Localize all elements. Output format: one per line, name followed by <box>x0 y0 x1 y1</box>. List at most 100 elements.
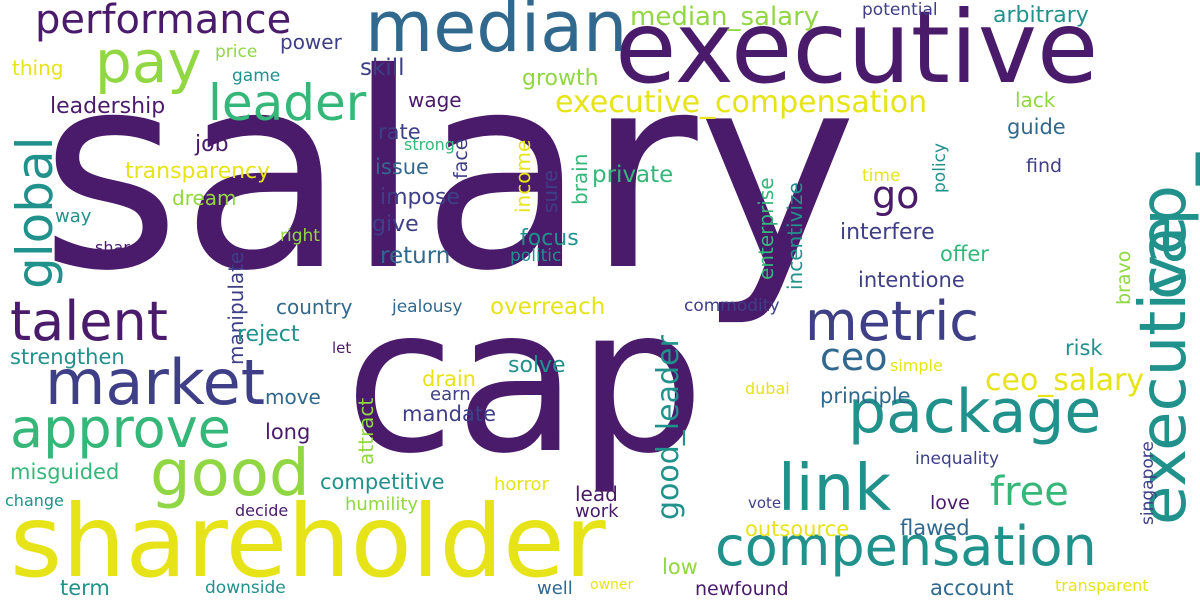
word-risk: risk <box>1065 336 1103 360</box>
word-manipulate: manipulate <box>224 251 248 365</box>
word-lead: lead <box>575 482 618 506</box>
word-executive-compensation: executive_compensation <box>555 85 928 120</box>
word-drain: drain <box>422 367 476 391</box>
word-ceo: ceo <box>820 335 888 379</box>
word-overreach: overreach <box>490 294 606 320</box>
word-job: job <box>195 132 229 157</box>
word-wage: wage <box>408 88 462 112</box>
word-newfound: newfound <box>695 578 789 600</box>
word-impose: impose <box>380 185 460 210</box>
word-metric: metric <box>805 290 979 353</box>
word-solve: solve <box>508 353 566 378</box>
word-long: long <box>265 420 311 444</box>
word-sure: sure <box>538 169 562 213</box>
word-rate: rate <box>378 120 421 144</box>
word-income: income <box>511 139 535 213</box>
word-misguided: misguided <box>10 460 120 484</box>
word-skill: skill <box>360 55 405 81</box>
word-executive: executive <box>615 0 1099 106</box>
word-return: return <box>380 243 451 269</box>
word-median-salary: median_salary <box>630 2 820 32</box>
word-humility: humility <box>345 494 419 515</box>
word-well: well <box>537 578 573 599</box>
word-attract: attract <box>354 397 378 465</box>
word-way: way <box>55 206 92 227</box>
word-global: global <box>6 136 64 290</box>
word-strengthen: strengthen <box>10 345 125 369</box>
word-incentivize: incentivize <box>783 182 807 290</box>
word-brain: brain <box>568 153 592 205</box>
word-price: price <box>215 42 258 62</box>
word-let: let <box>332 339 352 357</box>
word-growth: growth <box>522 66 599 91</box>
word-approve: approve <box>10 397 231 460</box>
word-dream: dream <box>172 186 237 210</box>
word-mandate: mandate <box>402 402 496 426</box>
word-owner: owner <box>590 577 634 593</box>
word-earn: earn <box>430 384 471 405</box>
word-performance: performance <box>35 0 292 43</box>
word-interfere: interfere <box>840 220 935 245</box>
word-account: account <box>930 576 1014 600</box>
word-intentione: intentione <box>858 268 965 292</box>
word-share: share <box>95 238 140 257</box>
word-go: go <box>872 173 920 217</box>
word-median: median <box>365 0 628 68</box>
word-link: link <box>778 452 892 526</box>
word-dubai: dubai <box>745 379 790 398</box>
word-focus: focus <box>520 226 579 251</box>
word-low: low <box>662 555 698 579</box>
word-potential: potential <box>862 0 938 20</box>
word-enterprise: enterprise <box>754 177 778 280</box>
word-transparent: transparent <box>1055 576 1149 595</box>
word-guide: guide <box>1007 115 1066 139</box>
word-talent: talent <box>10 290 168 353</box>
word-cap: cap <box>345 265 705 498</box>
word-strong: strong <box>404 135 455 154</box>
word-good: good <box>150 437 310 511</box>
word-horror: horror <box>494 474 549 495</box>
word-change: change <box>5 491 64 510</box>
word-compensation: compensation <box>715 515 1097 578</box>
word-move: move <box>265 385 321 409</box>
word-outsource: outsource <box>745 517 850 541</box>
word-vote: vote <box>748 494 782 512</box>
word-transparency: transparency <box>125 159 271 184</box>
word-work: work <box>575 501 619 522</box>
word-good-leader: good_leader <box>651 335 686 520</box>
word-love: love <box>930 492 970 514</box>
word-give: give <box>372 212 419 237</box>
word-decide: decide <box>235 501 289 520</box>
word-offer: offer <box>940 242 989 266</box>
word-free: free <box>990 469 1069 515</box>
word-simple: simple <box>890 356 943 375</box>
word-term: term <box>60 576 110 600</box>
word-power: power <box>280 30 342 54</box>
word-private: private <box>592 162 674 188</box>
word-right: right <box>280 226 320 246</box>
word-reject: reject <box>237 322 300 347</box>
word-inequality: inequality <box>915 449 1000 469</box>
word-pay: pay <box>95 28 202 96</box>
word-singapore: singapore <box>1138 441 1158 525</box>
word-arbitrary: arbitrary <box>993 3 1089 28</box>
word-thing: thing <box>12 56 64 80</box>
word-jealousy: jealousy <box>392 297 463 317</box>
word-ceo-salary: ceo_salary <box>985 363 1145 398</box>
word-find: find <box>1026 155 1063 177</box>
word-salary: salary <box>40 15 858 330</box>
word-leader: leader <box>208 74 367 132</box>
word-policy: policy <box>930 142 950 193</box>
word-commodity: commodity <box>684 296 780 316</box>
word-game: game <box>232 66 281 86</box>
word-competitive: competitive <box>320 470 445 494</box>
word-downside: downside <box>205 578 286 598</box>
word-time: time <box>862 166 901 186</box>
word-principle: principle <box>820 384 911 408</box>
word-cap-2: cap_ <box>1127 152 1200 300</box>
word-package: package <box>848 377 1102 447</box>
word-flawed: flawed <box>900 516 970 540</box>
word-shareholder: shareholder <box>10 483 606 600</box>
word-issue: issue <box>375 155 429 179</box>
